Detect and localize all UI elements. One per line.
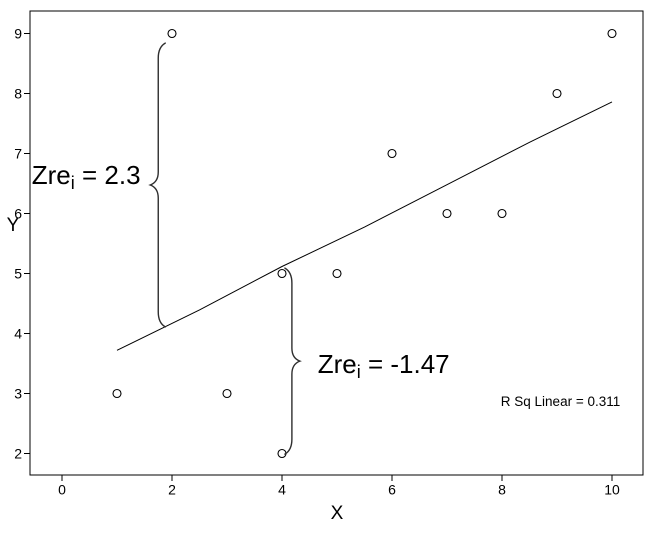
data-point [112, 388, 122, 399]
annotation-label: Zrei = -1.47 [318, 349, 450, 382]
x-tick-label: 2 [168, 482, 176, 498]
annotation-label: Zrei = 2.3 [32, 160, 141, 193]
y-tick-label: 8 [14, 86, 22, 102]
data-point [442, 208, 452, 219]
y-tick-label: 4 [14, 326, 22, 342]
x-tick-label: 4 [278, 482, 286, 498]
data-point [332, 268, 342, 279]
x-axis-label: X [331, 503, 344, 524]
fit-line [116, 101, 613, 351]
x-tick-label: 10 [604, 482, 620, 498]
data-point [167, 28, 177, 39]
r-squared-label: R Sq Linear = 0.311 [501, 394, 620, 409]
data-point [607, 28, 617, 39]
y-tick-label: 9 [14, 26, 22, 42]
data-point [497, 208, 507, 219]
data-point [552, 88, 562, 99]
annotation-brace [148, 42, 166, 328]
plot-frame [29, 10, 644, 476]
data-point [222, 388, 232, 399]
x-tick-label: 6 [388, 482, 396, 498]
data-point [387, 148, 397, 159]
y-tick-label: 2 [14, 446, 22, 462]
data-point [277, 268, 287, 279]
annotation-brace [284, 267, 302, 455]
x-tick-label: 8 [498, 482, 506, 498]
y-tick-label: 6 [14, 206, 22, 222]
y-axis-label: Y [7, 215, 20, 236]
y-tick-label: 7 [14, 146, 22, 162]
y-tick-label: 5 [14, 266, 22, 282]
x-tick-label: 0 [58, 482, 66, 498]
y-tick-label: 3 [14, 386, 22, 402]
